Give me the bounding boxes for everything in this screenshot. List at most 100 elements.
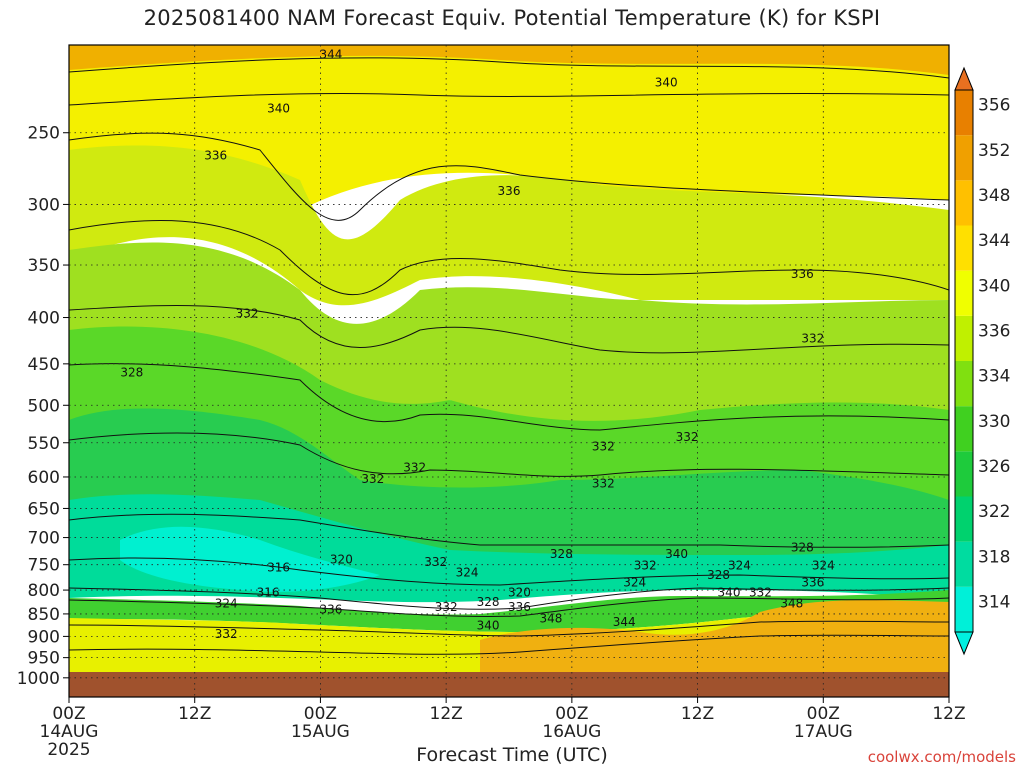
y-tick-label: 700: [28, 529, 60, 549]
contour-label: 332: [749, 586, 772, 600]
colorbar-label: 352: [978, 141, 1010, 161]
contour-label: 324: [623, 576, 646, 590]
contour-label: 340: [477, 618, 500, 632]
x-tick-label: 12Z: [178, 704, 211, 724]
y-axis: 2503003504004505005506006507007508008509…: [17, 124, 69, 689]
contour-label: 324: [812, 559, 835, 573]
colorbar-label: 334: [978, 367, 1010, 387]
x-tick-date: 16AUG: [542, 722, 601, 742]
colorbar-swatch: [955, 586, 973, 632]
colorbar-frame: [954, 89, 974, 633]
gridlines: [69, 45, 949, 697]
colorbar-label: 344: [978, 231, 1010, 251]
y-tick-label: 350: [28, 256, 60, 276]
contour-lines: [69, 57, 949, 655]
colorbar-label: 322: [978, 502, 1010, 522]
x-tick-label: 00Z: [555, 704, 588, 724]
plot-frame: [68, 44, 950, 698]
y-tick-label: 900: [28, 627, 60, 647]
y-tick-label: 400: [28, 309, 60, 329]
chart-title: 2025081400 NAM Forecast Equiv. Potential…: [143, 6, 881, 30]
colorbar-swatch: [955, 451, 973, 497]
colorbar-label: 318: [978, 547, 1010, 567]
contour-label: 332: [676, 430, 699, 444]
contour-label: 336: [508, 600, 531, 614]
contour-label: 336: [801, 576, 824, 590]
contour-label: 332: [435, 600, 458, 614]
contour-label: 336: [498, 184, 521, 198]
x-tick-label: 00Z: [807, 704, 840, 724]
x-tick-date: 15AUG: [291, 722, 350, 742]
contour-label: 324: [215, 597, 238, 611]
colorbar-swatch: [955, 135, 973, 181]
contour-label: 336: [319, 602, 342, 616]
colorbar-label: 348: [978, 186, 1010, 206]
contour-line: [69, 132, 949, 221]
colorbar-label: 330: [978, 412, 1010, 432]
y-tick-label: 650: [28, 499, 60, 519]
colorbar-label: 336: [978, 321, 1010, 341]
contour-label: 320: [508, 586, 531, 600]
contour-label: 332: [403, 461, 426, 475]
colorbar-swatch: [955, 90, 973, 136]
contour-label: 324: [728, 559, 751, 573]
colorbar-swatch: [955, 541, 973, 587]
y-tick-label: 550: [28, 434, 60, 454]
contour-label: 336: [204, 149, 227, 163]
contour-label: 332: [592, 476, 615, 490]
contour-label: 336: [791, 267, 814, 281]
y-tick-label: 250: [28, 124, 60, 144]
contour-label: 344: [613, 615, 636, 629]
band-cyan-pocket: [120, 526, 380, 592]
colorbar-label: 356: [978, 96, 1010, 116]
contour-label: 332: [236, 307, 259, 321]
contour-label: 328: [791, 541, 814, 555]
colorbar-swatch: [955, 270, 973, 316]
colorbar-swatch: [955, 180, 973, 226]
y-tick-label: 500: [28, 396, 60, 416]
contour-label: 328: [120, 365, 143, 379]
contour-label: 340: [655, 75, 678, 89]
contour-label: 324: [456, 565, 479, 579]
colorbar-bottom-arrow: [954, 631, 974, 656]
contour-label: 328: [477, 595, 500, 609]
contour-line: [69, 305, 949, 354]
x-tick-date: 14AUG: [40, 722, 99, 742]
x-tick-label: 00Z: [304, 704, 337, 724]
contour-label: 316: [257, 586, 280, 600]
contour-label: 340: [665, 547, 688, 561]
contour-label: 332: [801, 332, 824, 346]
contour-label: 328: [707, 568, 730, 582]
contour-label: 328: [550, 547, 573, 561]
x-tick-label: 00Z: [52, 704, 85, 724]
band-green-low: [69, 590, 949, 632]
contour-label: 332: [215, 627, 238, 641]
contour-line: [69, 620, 949, 637]
contour-label: 348: [780, 597, 803, 611]
colorbar: 314 318 322 326 330 334 336 340 344 348 352 356: [954, 66, 1010, 656]
y-tick-label: 600: [28, 468, 60, 488]
contour-label: 320: [330, 552, 353, 566]
contour-line: [69, 634, 949, 655]
contour-line: [69, 432, 949, 477]
contour-label: 348: [539, 612, 562, 626]
contour-line: [69, 57, 949, 79]
colorbar-swatch: [955, 225, 973, 271]
contour-label: 332: [424, 555, 447, 569]
contour-label: 332: [634, 559, 657, 573]
contour-label: 332: [592, 439, 615, 453]
colorbar-label: 314: [978, 592, 1010, 612]
y-tick-label: 950: [28, 649, 60, 669]
colorbar-swatch: [955, 315, 973, 361]
x-tick-label: 12Z: [932, 704, 965, 724]
contour-line: [69, 219, 949, 296]
colorbar-swatch: [955, 406, 973, 452]
colorbar-label: 326: [978, 457, 1010, 477]
colorbar-label: 340: [978, 276, 1010, 296]
contour-label: 316: [267, 560, 290, 574]
contour-label: 340: [718, 586, 741, 600]
ground-band: [69, 672, 949, 697]
band-orange-low: [480, 600, 949, 672]
